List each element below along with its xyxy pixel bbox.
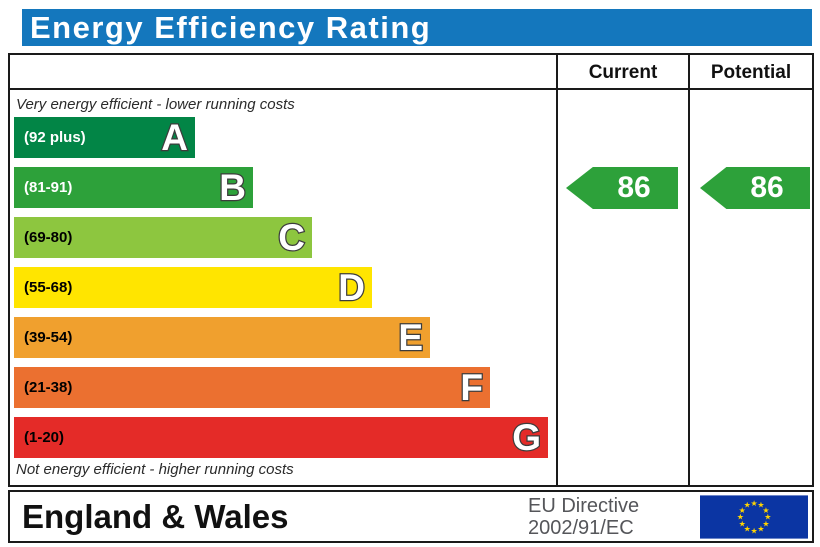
svg-text:★: ★	[744, 501, 751, 510]
epc-band: (55-68) D	[14, 266, 372, 310]
band-range-label: (69-80)	[24, 229, 73, 246]
svg-text:★: ★	[762, 506, 769, 515]
eu-directive-line1: EU Directive	[528, 495, 640, 517]
band-letter: F	[459, 366, 484, 410]
epc-band: (39-54) E	[14, 316, 430, 360]
eu-flag-background	[700, 495, 808, 539]
potential-column-header: Potential	[710, 62, 792, 83]
region-label: England & Wales	[22, 498, 289, 535]
svg-text:★: ★	[739, 506, 746, 515]
eu-flag-stars: ★ ★★★★★★★★★★★	[737, 499, 772, 535]
svg-text:★: ★	[739, 520, 746, 529]
band-range-label: (55-68)	[24, 279, 73, 296]
current-column-header: Current	[588, 62, 658, 83]
epc-band: (81-91) B	[14, 166, 253, 210]
eu-directive-label: EU Directive 2002/91/EC	[528, 495, 639, 539]
band-letter: C	[277, 216, 306, 260]
potential-rating-arrow: 86	[700, 167, 810, 209]
svg-text:★: ★	[757, 501, 764, 510]
eu-directive-line2: 2002/91/EC	[528, 517, 634, 539]
epc-band: (69-80) C	[14, 216, 312, 260]
footer: England & Wales EU Directive 2002/91/EC …	[8, 490, 814, 543]
band-range-label: (92 plus)	[24, 129, 86, 146]
column-divider-potential	[688, 55, 690, 485]
band-range-label: (21-38)	[24, 379, 73, 396]
svg-text:★: ★	[764, 513, 771, 522]
band-letter: E	[397, 316, 424, 360]
band-letter: A	[160, 116, 189, 160]
svg-text:★: ★	[750, 499, 757, 508]
page-title: Energy Efficiency Rating	[22, 9, 812, 46]
epc-rating-table: Current Potential Very energy efficient …	[8, 53, 814, 487]
table-header-row	[10, 55, 812, 90]
band-letter: B	[218, 166, 247, 210]
epc-band: (21-38) F	[14, 366, 490, 410]
potential-rating-value: 86	[750, 171, 784, 204]
current-rating-arrow: 86	[566, 167, 678, 209]
eu-flag-icon: ★ ★★★★★★★★★★★	[700, 495, 808, 539]
epc-bands: (92 plus) A (81-91) B (69-80) C (55-68) …	[14, 116, 556, 467]
band-range-label: (1-20)	[24, 429, 65, 446]
column-divider-current	[556, 55, 558, 485]
svg-text:★: ★	[737, 513, 744, 522]
epc-band: (92 plus) A	[14, 116, 195, 160]
svg-text:★: ★	[757, 525, 764, 534]
band-letter: G	[511, 416, 542, 460]
svg-text:★: ★	[744, 525, 751, 534]
top-note: Very energy efficient - lower running co…	[16, 96, 295, 113]
band-range-label: (39-54)	[24, 329, 73, 346]
bottom-note: Not energy efficient - higher running co…	[16, 461, 294, 478]
current-rating-value: 86	[617, 171, 651, 204]
band-range-label: (81-91)	[24, 179, 73, 196]
band-letter: D	[337, 266, 366, 310]
svg-text:★: ★	[750, 526, 757, 535]
svg-text:★: ★	[762, 520, 769, 529]
epc-band: (1-20) G	[14, 416, 548, 460]
